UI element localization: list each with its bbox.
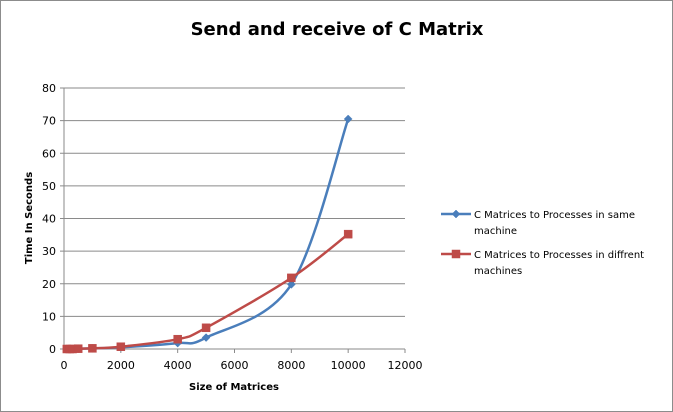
data-point <box>286 280 296 289</box>
axes: 0 10 20 30 40 50 60 70 80 0 2000 4000 6000 8000 10000 1… <box>42 82 423 372</box>
x-tick-label: 4000 <box>164 359 192 372</box>
y-tick-label: 60 <box>42 147 56 160</box>
y-tick-label: 10 <box>42 310 56 323</box>
series-2 <box>62 229 353 354</box>
data-point <box>116 342 126 351</box>
data-point <box>173 334 182 344</box>
legend-label: C Matrices to Processes in diffrent <box>474 250 644 261</box>
y-tick-label: 20 <box>42 278 56 291</box>
x-tick-label: 10000 <box>331 359 366 372</box>
y-tick-label: 80 <box>42 82 56 95</box>
data-point <box>201 323 211 333</box>
legend-item: C Matrices to Processes in diffrent machi… <box>441 249 644 277</box>
data-point <box>343 114 353 124</box>
data-point <box>287 273 296 283</box>
x-axis-title: Size of Matrices <box>189 382 279 393</box>
x-tick-label: 6000 <box>221 359 249 372</box>
x-tick-label: 2000 <box>107 359 135 372</box>
y-tick-label: 70 <box>42 115 56 128</box>
legend-marker <box>451 249 461 259</box>
legend-item: C Matrices to Processes in same machine <box>441 209 635 237</box>
data-point <box>73 344 83 353</box>
data-point <box>343 229 353 239</box>
y-axis-title: Time In Seconds <box>24 172 35 264</box>
gridlines <box>64 87 405 317</box>
y-tick-label: 40 <box>42 213 56 226</box>
x-tick-label: 12000 <box>388 359 423 372</box>
legend-label: machine <box>474 226 517 237</box>
series-1 <box>62 114 353 354</box>
legend-marker <box>451 209 461 219</box>
legend-label: C Matrices to Processes in same <box>474 210 635 221</box>
data-point <box>201 333 211 342</box>
y-tick-label: 0 <box>49 343 56 356</box>
y-tick-label: 50 <box>42 180 56 193</box>
legend: C Matrices to Processes in samemachineC … <box>441 209 644 277</box>
plot-series <box>62 114 353 354</box>
y-tick-label: 30 <box>42 245 56 258</box>
chart-title: Send and receive of C Matrix <box>191 19 484 40</box>
x-tick-label: 0 <box>61 359 68 372</box>
x-tick-label: 8000 <box>277 359 305 372</box>
legend-label: machines <box>474 266 522 277</box>
data-point <box>88 344 97 353</box>
